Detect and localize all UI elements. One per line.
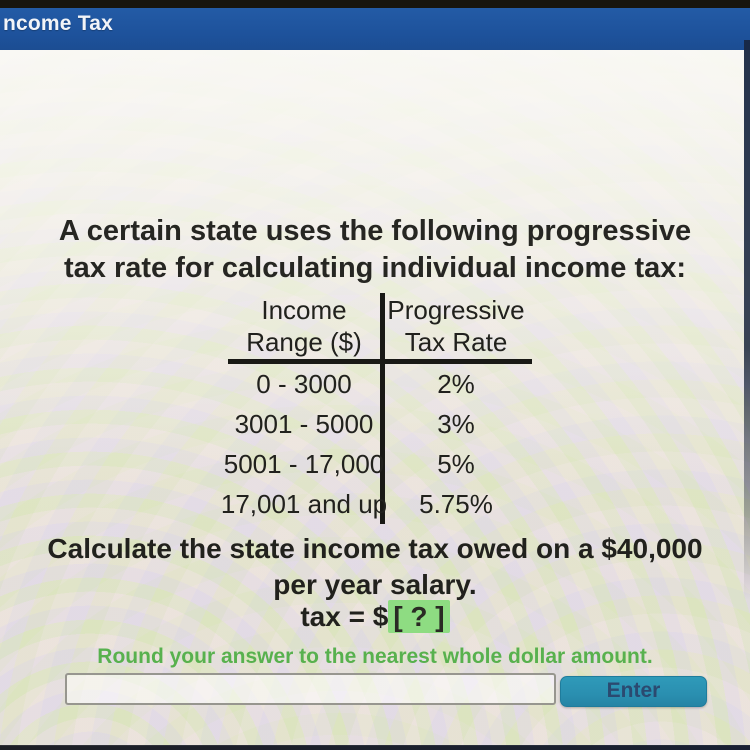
question-text: Calculate the state income tax owed on a… [0, 531, 750, 603]
rounding-hint: Round your answer to the nearest whole d… [97, 645, 653, 668]
table-row: 3001 - 5000 3% [228, 404, 532, 444]
answer-input[interactable] [65, 673, 556, 705]
enter-button[interactable]: Enter [560, 676, 707, 707]
table-header-row: Income Range ($) Progressive Tax Rate [228, 293, 532, 364]
income-header-line2: Range ($) [246, 327, 362, 357]
problem-screen: A certain state uses the following progr… [0, 50, 750, 746]
tax-rate-cell: 5% [437, 448, 475, 479]
answer-prefix: tax = $ [300, 601, 389, 632]
problem-intro-line1: A certain state uses the following progr… [58, 215, 692, 247]
question-line1: Calculate the state income tax owed on a… [47, 533, 703, 564]
tax-rate-table: Income Range ($) Progressive Tax Rate 0 … [221, 293, 532, 524]
tax-rate-cell: 5.75% [419, 488, 493, 519]
rate-header-line1: Progressive [387, 295, 525, 325]
problem-intro: A certain state uses the following progr… [0, 213, 750, 287]
table-row: 5001 - 17,000 5% [224, 444, 532, 484]
answer-equation: tax = $[ ? ] [0, 600, 750, 633]
lesson-header-bar: ncome Tax [0, 8, 750, 50]
tax-rate-cell: 3% [437, 408, 475, 439]
answer-blank-highlight: [ ? ] [388, 600, 450, 633]
photo-bottom-edge [0, 745, 750, 750]
photo-right-edge [744, 40, 750, 600]
table-row: 17,001 and up 5.75% [221, 484, 532, 524]
income-header-line1: Income [261, 295, 347, 325]
column-header-income-range: Income Range ($) [228, 293, 385, 359]
income-range-cell: 3001 - 5000 [228, 404, 385, 444]
rate-header-line2: Tax Rate [404, 327, 508, 357]
lesson-title: ncome Tax [3, 12, 113, 35]
tax-rate-cell: 2% [437, 368, 475, 399]
photo-top-edge [0, 0, 750, 8]
question-line2: per year salary. [273, 569, 477, 600]
table-row: 0 - 3000 2% [228, 364, 532, 404]
income-range-cell: 5001 - 17,000 [224, 444, 385, 484]
column-header-tax-rate: Progressive Tax Rate [385, 293, 527, 359]
problem-intro-line2: tax rate for calculating individual inco… [63, 252, 687, 284]
income-range-cell: 0 - 3000 [228, 364, 385, 404]
income-range-cell: 17,001 and up [221, 484, 387, 524]
